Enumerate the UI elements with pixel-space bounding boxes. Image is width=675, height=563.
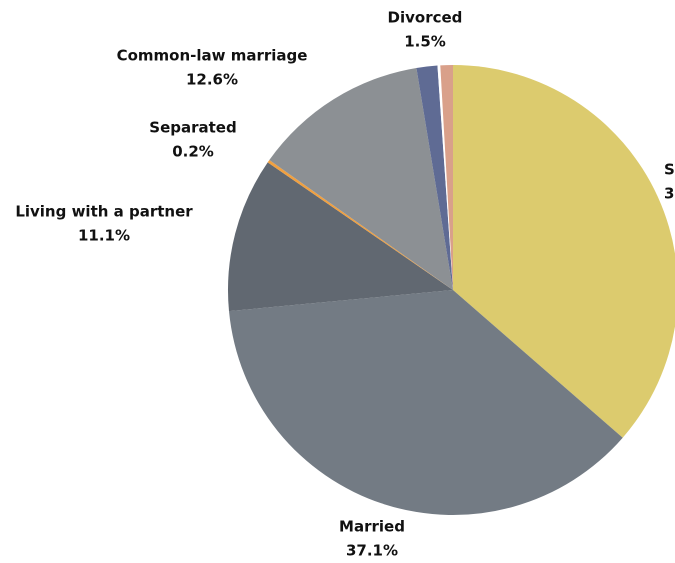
pie-slice: [227, 162, 453, 312]
slice-value-label: 0.2%: [172, 143, 214, 161]
slice-label: Living with a partner: [15, 203, 193, 221]
slice-value-label: 37.1%: [346, 542, 398, 560]
pie-slice: [228, 290, 623, 515]
slice-label: Separated: [149, 119, 236, 137]
pie-slice: [269, 67, 453, 290]
pie-slice: [416, 65, 453, 290]
pie-slice: [267, 160, 453, 290]
pie-slice: [453, 65, 675, 438]
pie-slice: [440, 65, 453, 290]
slice-label: Common-law marriage: [117, 47, 308, 65]
slice-label: Single: [664, 161, 675, 179]
pie-slice: [437, 65, 453, 290]
slice-label: Divorced: [388, 9, 463, 27]
slice-value-label: 11.1%: [78, 227, 130, 245]
slice-value-label: 36.4%: [664, 185, 675, 203]
slice-label: Married: [339, 518, 405, 536]
slice-value-label: 1.5%: [404, 33, 446, 51]
slice-value-label: 12.6%: [186, 71, 238, 89]
